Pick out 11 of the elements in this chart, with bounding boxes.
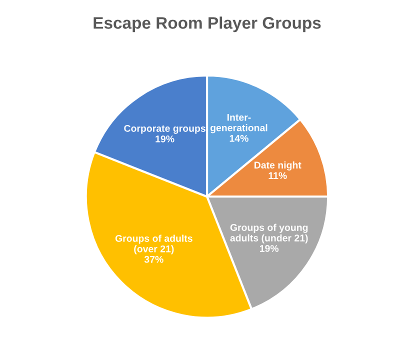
slice-label: Groups of adults (over 21) — [115, 234, 192, 254]
data-label: 11% — [268, 172, 287, 180]
data-label: 19% — [260, 245, 279, 252]
slice-label: Groups of young adults (under 21) — [230, 224, 308, 244]
data-label: 14% — [230, 134, 248, 142]
slice-label: Corporate groups — [124, 124, 206, 134]
data-label: 19% — [156, 135, 174, 142]
slice-label: Date night — [254, 161, 302, 171]
slice-label: Inter- generational — [210, 114, 268, 134]
data-label: 37% — [144, 256, 164, 263]
chart-title: Escape Room Player Groups — [94, 16, 321, 32]
